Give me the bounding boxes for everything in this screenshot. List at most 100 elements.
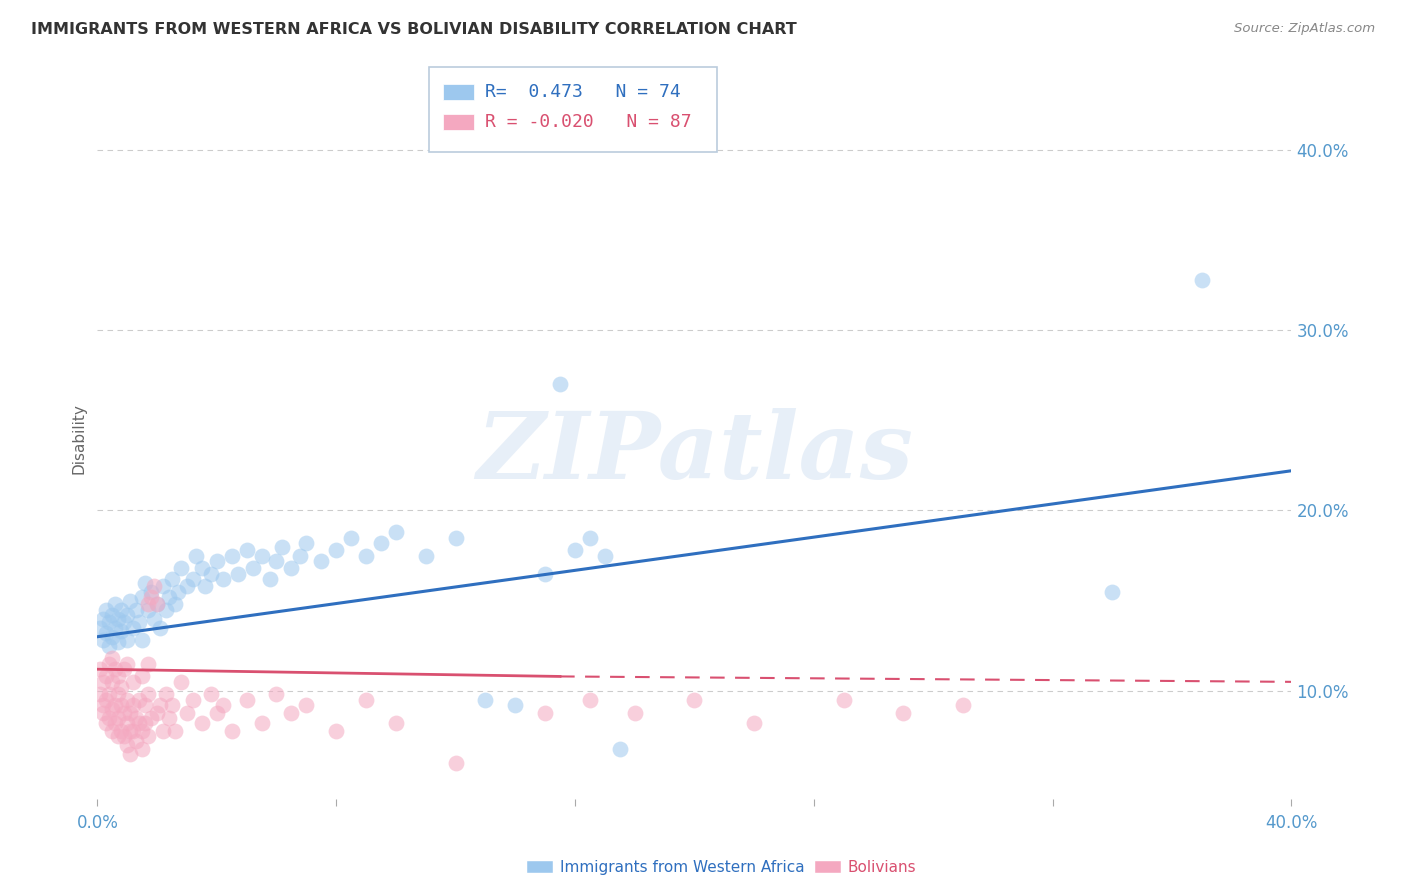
Point [131,590,153,604]
Point [98,657,121,671]
Point [101,630,124,644]
Point [259,572,281,586]
Point [122,621,145,635]
Point [143,612,166,626]
Point [280,561,302,575]
Point [609,741,631,756]
Point [155,688,177,702]
Text: Immigrants from Western Africa: Immigrants from Western Africa [560,860,804,874]
Point [104,716,127,731]
Point [110,680,132,694]
Point [96,602,118,616]
Point [112,615,135,630]
Point [128,716,150,731]
Point [181,693,204,707]
Point [101,702,124,716]
Point [136,729,159,743]
Point [242,561,264,575]
Point [170,561,193,575]
Point [96,626,118,640]
Point [122,723,145,738]
Point [89,662,111,676]
Point [112,706,135,720]
Point [112,662,135,676]
Point [564,543,586,558]
Point [104,698,127,713]
Point [115,657,138,671]
Point [235,693,257,707]
Point [309,554,332,568]
Point [146,597,169,611]
Point [98,615,121,630]
Point [128,615,150,630]
Point [128,693,150,707]
Point [1101,584,1123,599]
Point [134,716,156,731]
Point [134,698,156,713]
Point [136,602,159,616]
Point [295,698,318,713]
Point [952,698,974,713]
Point [98,639,121,653]
Point [163,723,186,738]
Point [91,674,114,689]
Point [548,377,571,392]
Point [160,572,183,586]
Point [235,543,257,558]
Point [101,674,124,689]
Point [143,579,166,593]
Point [104,621,127,635]
Point [120,723,142,738]
Point [579,693,602,707]
Point [91,706,114,720]
Point [139,590,162,604]
Point [107,711,129,725]
Point [131,723,153,738]
Point [385,716,408,731]
Point [742,716,765,731]
Point [325,723,347,738]
Point [683,693,706,707]
Point [176,579,198,593]
Point [832,693,855,707]
Point [104,662,127,676]
Point [149,698,172,713]
Point [110,602,132,616]
Point [593,549,616,563]
Point [96,716,118,731]
Point [122,674,145,689]
Point [91,633,114,648]
Text: Source: ZipAtlas.com: Source: ZipAtlas.com [1234,22,1375,36]
Point [115,738,138,752]
Point [167,584,190,599]
Point [191,561,214,575]
Point [155,602,177,616]
Point [146,597,169,611]
Point [370,536,392,550]
Point [250,549,273,563]
Point [280,706,302,720]
Point [96,693,118,707]
Point [110,624,132,639]
Point [146,706,169,720]
Point [134,575,156,590]
Point [191,716,214,731]
Point [98,711,121,725]
Point [200,566,222,581]
Point [194,579,217,593]
Point [534,566,557,581]
Point [152,723,174,738]
Point [110,723,132,738]
Point [160,698,183,713]
Point [115,693,138,707]
Point [115,608,138,623]
Text: IMMIGRANTS FROM WESTERN AFRICA VS BOLIVIAN DISABILITY CORRELATION CHART: IMMIGRANTS FROM WESTERN AFRICA VS BOLIVI… [31,22,797,37]
Point [107,669,129,683]
Point [325,543,347,558]
Point [107,612,129,626]
Point [1191,272,1213,286]
Point [136,657,159,671]
Point [139,711,162,725]
Point [205,554,228,568]
Point [354,693,377,707]
